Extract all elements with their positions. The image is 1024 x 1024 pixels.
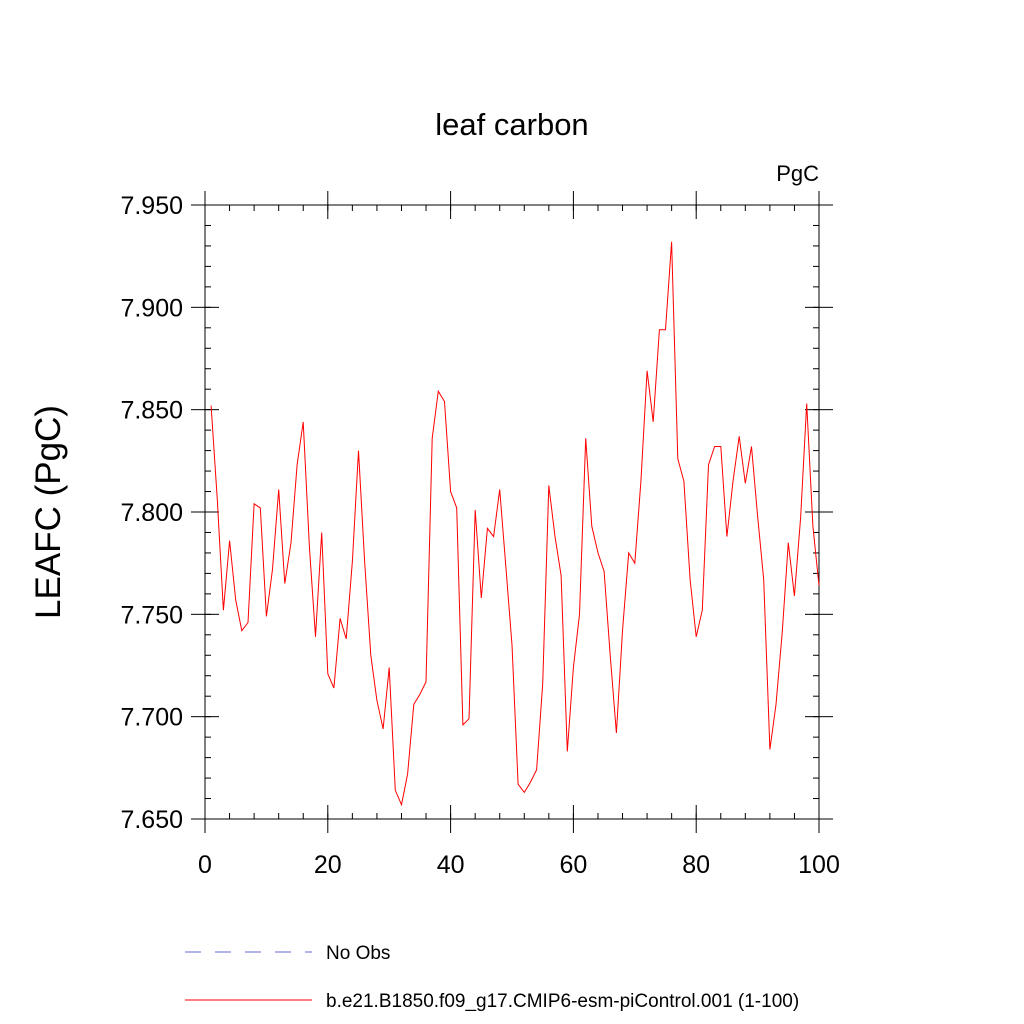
x-tick-label: 0 — [198, 851, 212, 879]
y-tick-label: 7.850 — [120, 397, 183, 425]
y-tick-label: 7.800 — [120, 499, 183, 527]
plot-area: 0 20 40 60 80 100 7.650 7.700 7.750 7.800 7.850 7.9… — [120, 191, 840, 879]
chart-title: leaf carbon — [435, 107, 588, 142]
legend: No Obs b.e21.B1850.f09_g17.CMIP6-esm-piCo… — [185, 943, 799, 1012]
legend-label: No Obs — [326, 943, 390, 964]
y-tick-label: 7.900 — [120, 294, 183, 322]
y-tick-label: 7.650 — [120, 806, 183, 834]
y-tick-label: 7.950 — [120, 192, 183, 220]
y-tick-label: 7.700 — [120, 704, 183, 732]
plot-frame — [204, 204, 820, 820]
units-label: PgC — [776, 161, 819, 186]
x-tick-label: 60 — [559, 851, 587, 879]
x-tick-label: 20 — [314, 851, 342, 879]
x-tick-label: 80 — [682, 851, 710, 879]
x-tick-label: 40 — [437, 851, 465, 879]
legend-label: b.e21.B1850.f09_g17.CMIP6-esm-piControl.… — [326, 991, 799, 1012]
series-line — [210, 241, 820, 807]
y-axis-label: LEAFC (PgC) — [29, 405, 68, 619]
x-tick-label: 100 — [798, 851, 840, 879]
y-tick-label: 7.750 — [120, 601, 183, 629]
